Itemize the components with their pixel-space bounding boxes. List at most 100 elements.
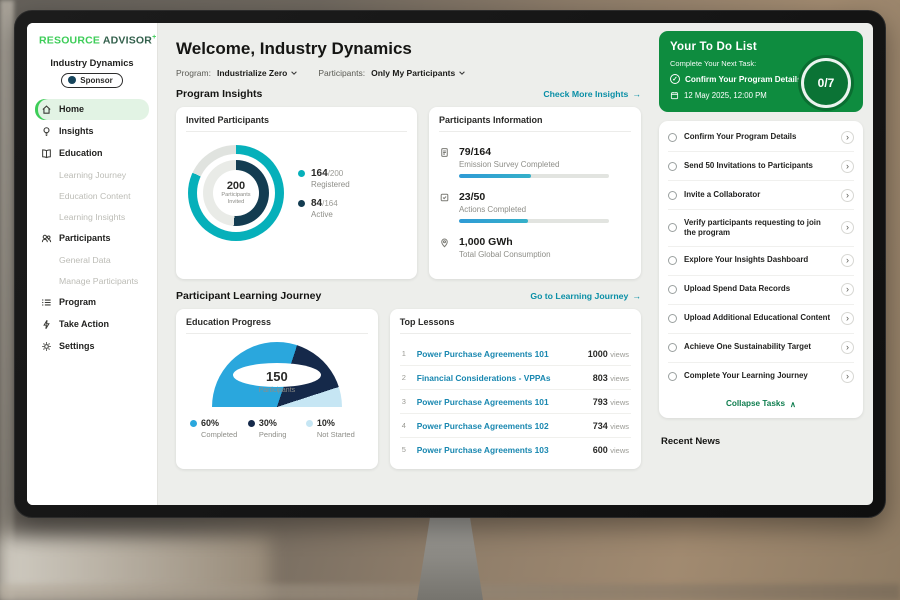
sidebar-item-manage-participants[interactable]: Manage Participants (59, 275, 139, 286)
lesson-link[interactable]: Power Purchase Agreements 101 (416, 396, 549, 407)
donut-legend: 164/200 Registered 84/164 Active (298, 159, 350, 228)
chevron-down-icon (459, 71, 465, 75)
recent-news-title: Recent News (661, 435, 721, 447)
sponsor-badge[interactable]: Sponsor (61, 72, 123, 88)
task-item[interactable]: Explore Your Insights Dashboard › (668, 247, 854, 276)
program-insights-title: Program Insights (176, 88, 263, 100)
check-more-insights-link[interactable]: Check More Insights → (543, 89, 641, 99)
task-checkbox[interactable] (668, 132, 677, 142)
participants-select[interactable]: Only My Participants (371, 68, 466, 78)
lesson-row[interactable]: 2 Financial Considerations - VPPAs 803 v… (399, 366, 631, 390)
task-checkbox[interactable] (668, 372, 677, 382)
org-name: Industry Dynamics (50, 57, 134, 68)
task-item[interactable]: Send 50 Invitations to Participants › (668, 152, 854, 181)
learning-journey-title: Participant Learning Journey (176, 290, 322, 302)
lesson-row[interactable]: 3 Power Purchase Agreements 101 793 view… (399, 390, 631, 414)
todo-progress-ring: 0/7 (801, 58, 851, 108)
survey-icon (439, 146, 451, 178)
task-item[interactable]: Complete Your Learning Journey › (668, 363, 854, 391)
home-icon (42, 104, 51, 114)
program-filter-label: Program: (176, 68, 211, 78)
due-date: 12 May 2025, 12:00 PM (670, 91, 852, 100)
program-select[interactable]: Industrialize Zero (217, 68, 298, 78)
sidebar-item-learning-journey[interactable]: Learning Journey (59, 169, 127, 180)
task-item[interactable]: Upload Spend Data Records › (668, 276, 854, 305)
learning-journey-header: Participant Learning Journey Go to Learn… (176, 290, 641, 302)
lesson-link[interactable]: Financial Considerations - VPPAs (416, 372, 551, 383)
gauge-center-label: 150 Participants (258, 369, 296, 394)
legend-pending: 30% Pending (247, 418, 306, 439)
participants-filter-label: Participants: (318, 68, 366, 78)
sidebar-item-learning-insights[interactable]: Learning Insights (59, 211, 126, 222)
task-item[interactable]: Achieve One Sustainability Target › (668, 334, 854, 363)
card-title: Education Progress (186, 317, 368, 334)
chevron-right-icon[interactable]: › (841, 159, 854, 173)
sidebar-item-home[interactable]: Home (35, 98, 149, 120)
emission-survey-progressbar (458, 174, 609, 178)
sidebar-item-settings[interactable]: Settings (35, 336, 149, 357)
task-checkbox[interactable] (668, 256, 677, 266)
next-task[interactable]: ✓ Confirm Your Program Details (670, 74, 810, 84)
task-item[interactable]: Upload Additional Educational Content › (668, 305, 854, 334)
todo-summary-card: Your To Do List Complete Your Next Task:… (659, 31, 863, 112)
chevron-right-icon[interactable]: › (841, 370, 854, 384)
lesson-link[interactable]: Power Purchase Agreements 103 (416, 444, 549, 455)
background-light-strip (0, 0, 14, 600)
arrow-right-icon: → (632, 291, 641, 301)
registered-dot (298, 169, 305, 177)
invited-participants-donut-chart: 200 Participants Invited (188, 145, 284, 241)
sidebar-item-take-action[interactable]: Take Action (35, 314, 149, 335)
active-dot (298, 199, 305, 207)
task-checkbox[interactable] (668, 343, 677, 353)
card-title: Invited Participants (186, 115, 407, 132)
task-item[interactable]: Verify participants requesting to join t… (668, 210, 854, 247)
sidebar-item-insights[interactable]: Insights (35, 121, 149, 142)
donut-center-label: 200 Participants Invited (213, 170, 259, 216)
sidebar-item-general-data[interactable]: General Data (59, 254, 111, 265)
sidebar-item-education[interactable]: Education (35, 143, 149, 164)
chevron-right-icon[interactable]: › (841, 254, 854, 268)
task-checkbox[interactable] (668, 161, 677, 171)
learning-journey-cards: Education Progress 150 Participants 60% (176, 309, 641, 469)
lesson-row[interactable]: 5 Power Purchase Agreements 103 600 view… (401, 444, 629, 455)
chevron-right-icon[interactable]: › (841, 341, 854, 355)
task-checkbox[interactable] (668, 190, 677, 200)
collapse-tasks-button[interactable]: Collapse Tasks ∧ (725, 399, 796, 409)
emission-survey-row: 79/164 Emission Survey Completed (439, 140, 631, 185)
chevron-right-icon[interactable]: › (841, 130, 854, 144)
sidebar-item-education-content[interactable]: Education Content (59, 190, 131, 201)
chevron-right-icon[interactable]: › (841, 188, 854, 202)
chevron-right-icon[interactable]: › (841, 312, 854, 326)
app-logo: RESOURCE ADVISOR+ (39, 34, 157, 47)
go-to-learning-journey-link[interactable]: Go to Learning Journey → (530, 291, 641, 301)
todo-panel: Your To Do List Complete Your Next Task:… (655, 23, 873, 505)
chevron-up-icon: ∧ (790, 399, 796, 409)
lesson-link[interactable]: Power Purchase Agreements 101 (416, 348, 549, 359)
task-item[interactable]: Invite a Collaborator › (668, 181, 854, 210)
take-action-icon (43, 319, 50, 329)
completed-dot (190, 419, 197, 427)
lesson-row[interactable]: 1 Power Purchase Agreements 101 1000 vie… (399, 342, 631, 366)
chevron-right-icon[interactable]: › (841, 221, 854, 235)
task-item[interactable]: Confirm Your Program Details › (668, 123, 854, 152)
actions-progressbar (458, 219, 609, 223)
legend-not-started: 10% Not Started (305, 418, 364, 439)
legend-registered: 164/200 Registered (298, 168, 350, 189)
card-title: Top Lessons (399, 317, 631, 334)
task-checkbox[interactable] (668, 223, 677, 233)
task-checkbox[interactable] (668, 285, 677, 295)
chevron-right-icon[interactable]: › (841, 283, 854, 297)
lesson-row[interactable]: 4 Power Purchase Agreements 102 734 view… (399, 414, 631, 438)
gauge-legend: 60% Completed 30% Pending 10% Not Starte… (186, 410, 368, 441)
card-title: Participants Information (438, 115, 631, 132)
sidebar-item-program[interactable]: Program (35, 292, 149, 313)
monitor-bezel: RESOURCE ADVISOR+ Industry Dynamics Spon… (14, 10, 886, 518)
sidebar-nav: Home Insights Education Learning Journey (27, 98, 157, 357)
task-checkbox[interactable] (668, 314, 677, 324)
filter-bar: Program: Industrialize Zero Participants… (176, 68, 641, 78)
top-lessons-card: Top Lessons 1 Power Purchase Agreements … (389, 309, 641, 469)
pending-dot (247, 419, 255, 427)
sidebar-item-participants[interactable]: Participants (35, 228, 149, 249)
lesson-link[interactable]: Power Purchase Agreements 102 (416, 420, 549, 431)
